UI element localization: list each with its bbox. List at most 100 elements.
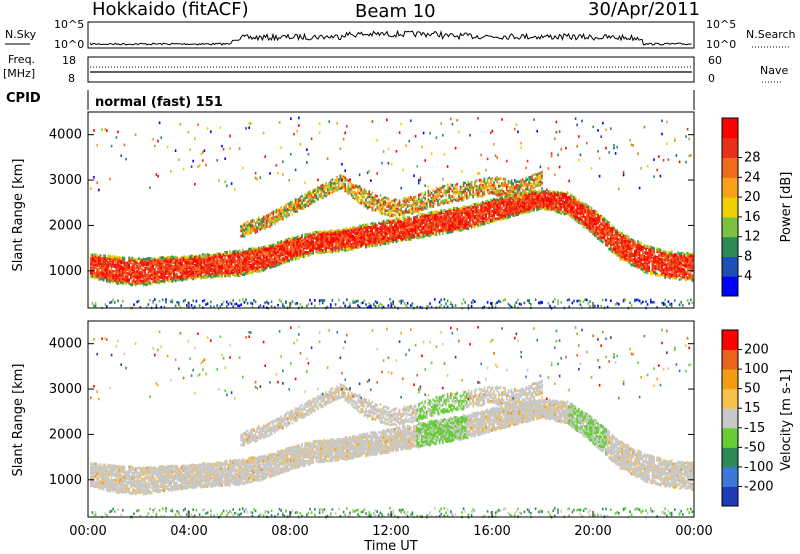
noise-tick-high: 10^5 — [54, 18, 84, 31]
echo-cell — [163, 271, 166, 274]
echo-cell — [149, 298, 151, 302]
echo-cell — [168, 271, 170, 275]
echo-cell — [110, 277, 113, 281]
noise-trace — [89, 29, 692, 46]
echo-cell — [162, 260, 164, 263]
echo-cell — [112, 264, 114, 268]
echo-cell — [179, 271, 182, 275]
echo-cell — [248, 260, 250, 264]
echo-cell — [147, 268, 150, 271]
echo-cell — [99, 254, 102, 257]
echo-cell — [275, 211, 278, 214]
echo-cell — [192, 299, 194, 302]
echo-cell — [165, 270, 167, 273]
echo-cell — [170, 257, 172, 261]
echo-cell — [118, 259, 121, 263]
echo-cell — [112, 270, 114, 273]
echo-cell — [107, 279, 110, 282]
echo-cell — [138, 267, 140, 270]
echo-cell — [224, 260, 226, 264]
echo-cell — [106, 270, 108, 273]
echo-cell — [205, 269, 207, 273]
echo-cell — [331, 244, 334, 247]
echo-cell — [219, 265, 222, 269]
echo-cell — [278, 248, 281, 251]
echo-cell — [163, 257, 166, 260]
echo-cell — [288, 205, 290, 208]
echo-cell — [238, 258, 241, 262]
echo-cell — [115, 261, 118, 264]
echo-cell — [322, 234, 324, 237]
echo-cell — [146, 267, 148, 271]
echo-cell — [240, 253, 242, 257]
echo-cell — [109, 258, 111, 261]
echo-cell — [283, 244, 286, 247]
echo-cell — [291, 252, 294, 255]
echo-cell — [133, 262, 135, 266]
echo-cell — [155, 260, 158, 264]
echo-cell — [184, 271, 186, 274]
echo-cell — [320, 251, 322, 254]
echo-cell — [251, 271, 254, 274]
echo-cell — [219, 269, 222, 273]
echo-cell — [293, 203, 295, 207]
echo-cell — [94, 272, 97, 275]
echo-cell — [205, 267, 207, 270]
echo-cell — [110, 265, 113, 269]
echo-cell — [173, 278, 175, 281]
echo-cell — [346, 238, 348, 241]
echo-cell — [269, 266, 271, 269]
echo-cell — [173, 268, 175, 271]
echo-cell — [331, 178, 334, 181]
echo-cell — [96, 263, 98, 267]
echo-cell — [259, 257, 262, 260]
echo-cell — [261, 259, 263, 262]
echo-cell — [130, 269, 132, 272]
echo-cell — [106, 276, 108, 280]
echo-cell — [272, 212, 274, 216]
echo-cell — [307, 234, 310, 237]
echo-cell — [354, 197, 356, 201]
echo-cell — [355, 245, 358, 249]
echo-cell — [122, 277, 124, 280]
echo-cell — [357, 197, 359, 201]
echo-cell — [288, 212, 290, 216]
echo-cell — [91, 267, 94, 270]
echo-cell — [232, 299, 234, 302]
echo-cell — [117, 266, 119, 269]
echo-cell — [258, 218, 260, 222]
echo-cell — [242, 298, 244, 301]
echo-cell — [115, 255, 118, 259]
echo-cell — [189, 266, 191, 270]
echo-cell — [357, 304, 359, 307]
echo-cell — [99, 257, 102, 261]
echo-cell — [94, 253, 97, 256]
echo-cell — [96, 273, 98, 277]
echo-cell — [304, 205, 306, 208]
echo-cell — [270, 248, 273, 251]
echo-cell — [349, 302, 351, 306]
echo-cell — [349, 305, 351, 308]
echo-cell — [264, 155, 266, 158]
echo-cell — [280, 217, 282, 220]
echo-cell — [253, 257, 255, 261]
echo-cell — [178, 301, 180, 305]
echo-cell — [328, 186, 330, 189]
echo-cell — [270, 211, 273, 215]
echo-cell — [192, 266, 194, 269]
echo-cell — [344, 249, 346, 252]
echo-cell — [168, 258, 170, 261]
echo-cell — [243, 251, 246, 254]
echo-cell — [227, 255, 230, 258]
echo-cell — [138, 274, 140, 278]
echo-cell — [122, 260, 124, 264]
echo-cell — [304, 194, 306, 197]
echo-cell — [322, 239, 324, 242]
echo-cell — [315, 247, 318, 250]
echo-cell — [181, 271, 183, 275]
echo-cell — [222, 262, 225, 265]
echo-cell — [334, 185, 337, 189]
echo-cell — [248, 271, 250, 275]
echo-cell — [200, 261, 202, 264]
